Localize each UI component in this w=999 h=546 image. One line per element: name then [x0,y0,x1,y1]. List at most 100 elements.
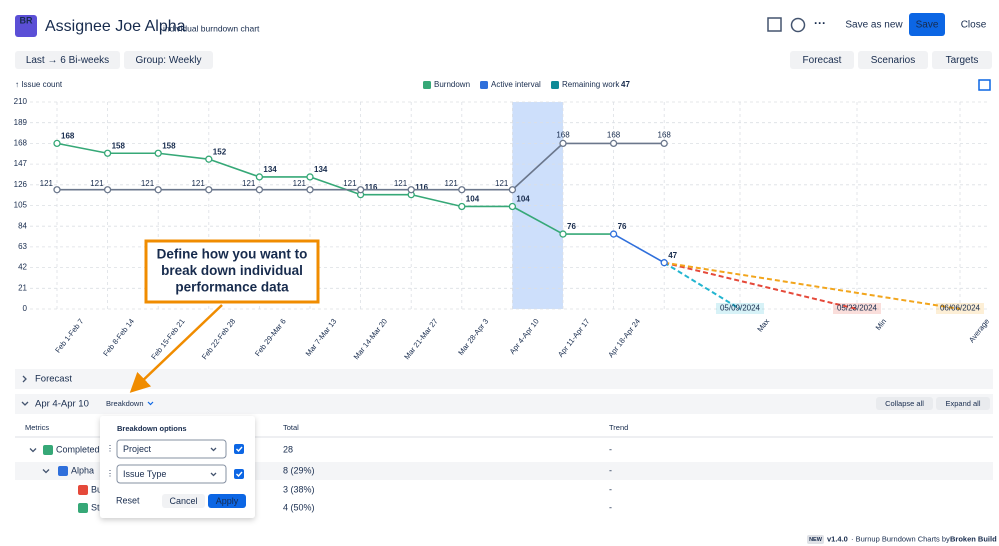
icon-help[interactable] [790,17,806,33]
expand-all[interactable]: Expand all [945,399,980,408]
toolbar-select[interactable]: Last → 6 Bi-weeks [26,55,109,66]
data-point [660,259,668,267]
row-total: 3 (38%) [283,484,315,494]
select-value[interactable]: Issue Type [123,469,166,479]
y-tick-label: 210 [14,97,28,106]
footer-link[interactable]: Broken Build [950,534,997,543]
legend-swatch [480,81,488,89]
data-label: 158 [112,141,126,150]
data-label: 116 [365,183,378,192]
data-label: 168 [607,131,621,140]
data-label: 116 [415,183,428,192]
forecast-date-bg [716,303,764,314]
chevron[interactable] [42,469,50,474]
apply-button-bg[interactable] [208,494,246,508]
forecast-date: 05/23/2024 [837,304,878,313]
drag-handle: ⋮ [106,469,114,478]
collapse-all[interactable]: Collapse all [885,399,924,408]
data-point [154,186,162,194]
x-tick-label: Apr 11-Apr 17 [556,317,591,359]
select-value[interactable]: Project [123,444,152,454]
y-axis-label: ↑ Issue count [15,80,63,89]
chevron[interactable] [29,448,37,453]
close-bg[interactable] [953,13,994,36]
data-point [559,230,567,238]
data-point [458,202,466,211]
x-tick-label: Apr 18-Apr 24 [606,317,642,359]
series-segment [158,152,209,160]
data-label: 121 [242,179,256,188]
y-tick-label: 189 [14,118,28,127]
data-label: 76 [618,222,627,231]
collapse-all-bg[interactable] [876,397,933,410]
forecast-title: Forecast [35,374,72,385]
table-header: Trend [609,423,628,432]
data-point [508,186,517,194]
row-icon [78,485,88,495]
legend-toggle[interactable] [978,79,991,91]
toolbar-menu[interactable]: Scenarios [871,55,915,66]
icon-more[interactable]: ··· [814,16,826,30]
icon-apps[interactable] [767,17,782,32]
data-label: 152 [213,147,227,156]
data-label: 158 [162,141,176,150]
x-tick-label: Average [967,317,991,344]
x-tick-label: Max [755,317,771,334]
chevron [147,401,154,406]
data-label: 121 [141,179,155,188]
data-label: 121 [293,179,307,188]
callout-text: Define how you want to [157,247,308,262]
close[interactable]: Close [961,20,987,31]
row-name: Completed [56,444,100,454]
toolbar-menu-bg[interactable] [790,51,854,69]
select[interactable] [116,439,227,459]
row-trend: - [609,444,612,454]
select[interactable] [116,464,227,484]
chevron [22,375,27,383]
series-segment [411,193,462,208]
data-point [306,186,314,194]
row-total: 28 [283,444,293,454]
data-label: 121 [40,179,54,188]
data-point [205,186,213,194]
save[interactable]: Save [916,20,939,31]
toolbar-menu[interactable]: Targets [946,55,979,66]
y-tick-label: 147 [14,159,28,168]
data-point [660,139,668,148]
forecast-line [664,261,961,310]
data-point [609,230,618,238]
forecast-row[interactable] [15,369,993,389]
data-label: 121 [343,179,357,188]
toolbar-menu[interactable]: Forecast [803,55,842,66]
x-tick-label: Feb 29-Mar 6 [253,317,288,358]
save-bg[interactable] [909,13,945,36]
x-tick-label: Apr 4-Apr 10 [508,317,541,356]
forecast-date-bg [833,303,881,314]
apply-button[interactable]: Apply [216,496,239,506]
toolbar-menu-bg[interactable] [932,51,992,69]
reset-button[interactable]: Reset [116,495,140,505]
data-point [458,186,466,194]
callout-arrow [129,304,223,393]
y-tick-label: 84 [18,221,27,230]
expand-all-bg[interactable] [936,397,990,410]
breakdown-dropdown[interactable]: Breakdown [106,399,144,408]
row-trend: - [609,465,612,475]
badge: NEW [809,537,823,543]
data-point [53,186,61,194]
save-as-new-bg[interactable] [840,13,908,36]
toolbar-menu-bg[interactable] [858,51,928,69]
legend-label: Active interval [491,80,541,89]
checkbox[interactable] [234,469,244,479]
data-label: 168 [61,132,75,141]
forecast-date-bg [936,303,984,314]
logo [15,15,37,37]
save-as-new[interactable]: Save as new [845,20,903,31]
cancel-button-bg[interactable] [162,494,205,508]
cancel-button[interactable]: Cancel [169,496,197,506]
row-icon [58,466,68,476]
toolbar-select-bg[interactable] [15,51,120,69]
checkbox[interactable] [234,444,244,454]
toolbar-select[interactable]: Group: Weekly [136,55,202,66]
toolbar-select-bg[interactable] [124,51,213,69]
